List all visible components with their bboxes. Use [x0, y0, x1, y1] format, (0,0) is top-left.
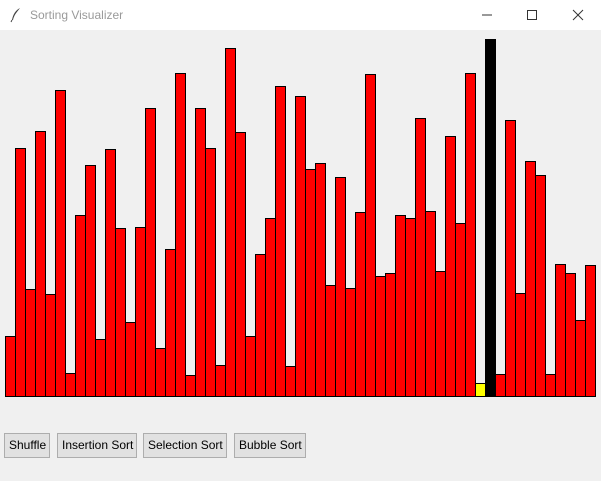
bar-34 — [345, 288, 356, 397]
feather-icon — [10, 8, 20, 23]
selection-sort-button[interactable]: Selection Sort — [143, 433, 227, 458]
bar-33 — [335, 177, 346, 397]
bar-45 — [455, 223, 466, 397]
bar-10 — [105, 149, 116, 397]
bar-47 — [475, 383, 486, 397]
bar-canvas — [5, 39, 596, 397]
shuffle-button[interactable]: Shuffle — [4, 433, 50, 458]
bar-30 — [305, 169, 316, 397]
bar-31 — [315, 163, 326, 397]
bubble-sort-button[interactable]: Bubble Sort — [234, 433, 306, 458]
bar-43 — [435, 271, 446, 397]
bar-58 — [585, 265, 596, 397]
bar-44 — [445, 136, 456, 397]
bar-23 — [235, 132, 246, 397]
maximize-button[interactable] — [509, 0, 555, 30]
bar-56 — [565, 273, 576, 397]
bar-24 — [245, 336, 256, 397]
bar-28 — [285, 366, 296, 397]
bar-13 — [135, 227, 146, 397]
bar-35 — [355, 212, 366, 397]
bar-11 — [115, 228, 126, 397]
bar-7 — [75, 215, 86, 397]
bar-0 — [5, 336, 16, 397]
bar-6 — [65, 373, 76, 397]
bar-29 — [295, 96, 306, 397]
bar-3 — [35, 131, 46, 397]
bar-55 — [555, 264, 566, 397]
bar-22 — [225, 48, 236, 397]
insertion-sort-button[interactable]: Insertion Sort — [57, 433, 137, 458]
close-button[interactable] — [555, 0, 601, 30]
window-title: Sorting Visualizer — [30, 8, 124, 22]
bar-14 — [145, 108, 156, 397]
bar-2 — [25, 289, 36, 397]
bar-37 — [375, 276, 386, 397]
bar-54 — [545, 374, 556, 397]
bar-12 — [125, 322, 136, 397]
bar-57 — [575, 320, 586, 397]
title-bar: Sorting Visualizer — [0, 0, 601, 30]
bar-15 — [155, 348, 166, 397]
maximize-icon — [527, 10, 537, 20]
bar-53 — [535, 175, 546, 397]
bar-20 — [205, 148, 216, 397]
bar-26 — [265, 218, 276, 397]
bar-38 — [385, 273, 396, 397]
bar-40 — [405, 218, 416, 397]
bar-21 — [215, 365, 226, 397]
bar-32 — [325, 285, 336, 397]
minimize-icon — [482, 14, 492, 16]
bar-52 — [525, 161, 536, 397]
bar-25 — [255, 254, 266, 397]
bar-46 — [465, 73, 476, 397]
bar-39 — [395, 215, 406, 397]
bar-51 — [515, 293, 526, 397]
bar-48 — [485, 39, 496, 397]
close-icon — [572, 9, 584, 21]
bar-36 — [365, 74, 376, 397]
bar-4 — [45, 294, 56, 397]
toolbar: Shuffle Insertion Sort Selection Sort Bu… — [0, 430, 601, 466]
bar-27 — [275, 86, 286, 397]
bar-1 — [15, 148, 26, 397]
bar-16 — [165, 249, 176, 397]
bar-49 — [495, 374, 506, 397]
bar-9 — [95, 339, 106, 397]
bar-18 — [185, 375, 196, 397]
bar-19 — [195, 108, 206, 397]
bar-17 — [175, 73, 186, 397]
minimize-button[interactable] — [464, 0, 510, 30]
bar-5 — [55, 90, 66, 397]
bar-8 — [85, 165, 96, 397]
bar-41 — [415, 118, 426, 397]
bar-50 — [505, 120, 516, 397]
bar-42 — [425, 211, 436, 397]
